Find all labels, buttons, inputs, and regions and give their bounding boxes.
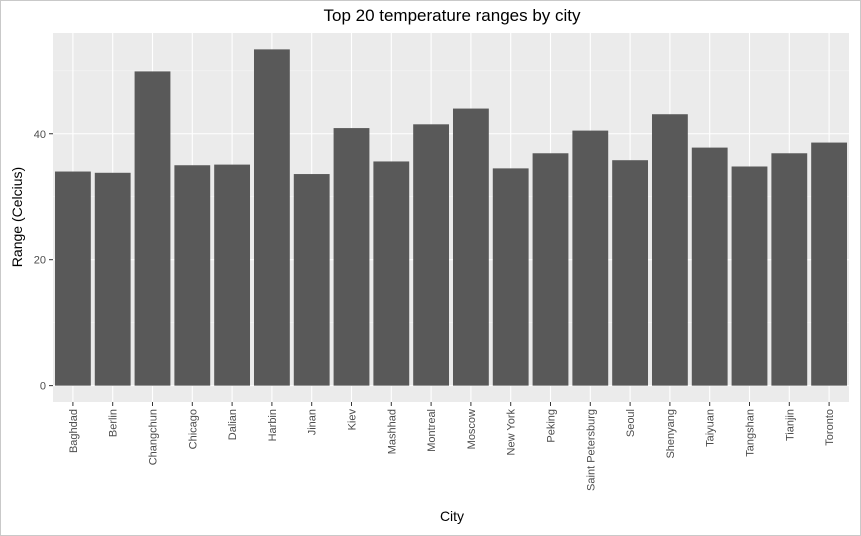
y-tick-label: 20 [34, 255, 46, 267]
bar-shenyang [651, 114, 688, 386]
x-tick-label: Seoul [625, 409, 637, 437]
x-tick-label: Harbin [267, 409, 279, 441]
x-tick-label: Mashhad [386, 409, 398, 454]
x-tick-label: Changchun [148, 409, 160, 465]
x-tick-label: Chicago [187, 409, 199, 449]
bar-new-york [492, 168, 529, 386]
x-tick-label: Tianjin [784, 409, 796, 441]
y-axis-ticks: 0 20 40 [34, 129, 53, 393]
bar-tianjin [771, 153, 808, 386]
x-tick-label: Toronto [824, 409, 836, 446]
bar-harbin [253, 49, 290, 386]
bar-seoul [612, 160, 649, 386]
bar-saint-petersburg [572, 130, 609, 386]
bar-moscow [452, 108, 489, 386]
bar-toronto [811, 142, 848, 386]
x-tick-label: Saint Petersburg [585, 409, 597, 491]
bar-dalian [214, 164, 251, 386]
bar-baghdad [54, 171, 91, 386]
x-axis-label: City [440, 508, 464, 524]
bar-kiev [333, 128, 370, 386]
bar-tangshan [731, 166, 768, 386]
bar-mashhad [373, 161, 410, 386]
x-tick-label: Moscow [466, 409, 478, 449]
bar-peking [532, 153, 569, 386]
x-tick-label: Peking [546, 409, 558, 443]
x-tick-label: Taiyuan [705, 409, 717, 447]
plot-panel [53, 33, 849, 402]
bar-berlin [94, 172, 131, 386]
y-axis-label: Range (Celcius) [9, 167, 25, 267]
bar-montreal [413, 124, 450, 386]
y-tick-label: 0 [40, 381, 46, 393]
x-tick-label: Jinan [307, 409, 319, 435]
chart-title: Top 20 temperature ranges by city [323, 6, 581, 25]
x-axis-ticks: Baghdad Berlin Changchun Chicago Dalian Harbi… [68, 402, 836, 491]
bars [54, 49, 848, 386]
x-tick-label: Baghdad [68, 409, 80, 453]
x-tick-label: Montreal [426, 409, 438, 452]
x-tick-label: Kiev [347, 409, 359, 431]
x-tick-label: Dalian [227, 409, 239, 440]
bar-changchun [134, 71, 171, 386]
bar-taiyuan [691, 147, 728, 386]
y-tick-label: 40 [34, 129, 46, 141]
x-tick-label: Tangshan [745, 409, 757, 457]
x-tick-label: Berlin [108, 409, 120, 437]
x-tick-label: Shenyang [665, 409, 677, 459]
bar-jinan [293, 174, 330, 386]
x-tick-label: New York [506, 409, 518, 456]
bar-chicago [174, 165, 211, 386]
